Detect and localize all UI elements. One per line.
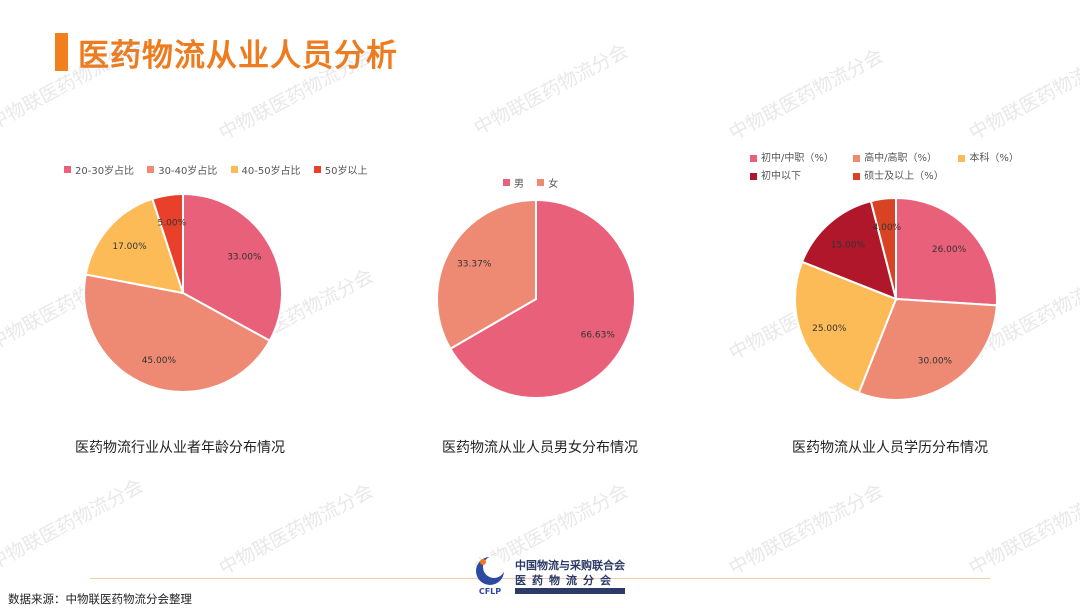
legend-item: 初中/中职（%）: [750, 150, 840, 167]
legend-label: 50岁以上: [324, 166, 368, 177]
pie-slice: [182, 192, 283, 343]
pie-slice: [83, 273, 272, 393]
legend-label: 硕士及以上（%）: [864, 171, 944, 182]
pie-slice: [857, 297, 998, 401]
watermark: 中物联医药物流分会: [965, 44, 1080, 145]
legend-label: 女: [548, 179, 559, 190]
legend-swatch: [750, 155, 757, 162]
footer-divider: [90, 578, 990, 579]
watermark: 中物联医药物流分会: [470, 39, 632, 140]
legend-label: 初中/中职（%）: [761, 153, 834, 164]
legend-swatch: [853, 155, 861, 162]
legend-item: 高中/高职（%）: [853, 150, 945, 167]
legend-item: 40-50岁占比: [230, 162, 301, 177]
pie-slice: [869, 196, 897, 300]
watermark: 中物联医药物流分会: [215, 479, 377, 580]
slice-data-label: 15.00%: [831, 240, 866, 250]
legend-label: 初中以下: [761, 171, 801, 182]
data-source-note: 数据来源：中物联医药物流分会整理: [8, 592, 192, 606]
legend-swatch: [64, 166, 71, 173]
pie-slice: [895, 196, 998, 307]
cflp-logo-icon: CFLP: [476, 556, 505, 596]
pie-slice: [84, 197, 185, 295]
pie-slice: [151, 192, 184, 294]
logo-acronym: CFLP: [479, 587, 501, 596]
legend-swatch: [958, 155, 966, 162]
pie-slice: [436, 198, 537, 351]
slice-data-label: 5.00%: [158, 219, 187, 229]
age-legend: 20-30岁占比 30-40岁占比 40-50岁占比 50岁以上: [64, 162, 384, 177]
slice-data-label: 45.00%: [142, 356, 177, 366]
legend-item: 初中以下: [750, 168, 840, 185]
legend-swatch: [503, 179, 510, 186]
legend-label: 30-40岁占比: [158, 166, 218, 177]
legend-swatch: [537, 179, 545, 186]
legend-label: 高中/高职（%）: [864, 153, 938, 164]
legend-item: 本科（%）: [958, 150, 1019, 167]
legend-label: 40-50岁占比: [241, 166, 301, 177]
slice-data-label: 26.00%: [932, 245, 967, 255]
pie-slice: [800, 199, 898, 301]
legend-item: 30-40岁占比: [147, 162, 217, 177]
legend-swatch: [147, 166, 155, 173]
org-name-line2: 医药物流分会: [515, 574, 617, 587]
slice-data-label: 33.37%: [457, 259, 492, 269]
legend-item: 女: [537, 175, 558, 190]
legend-item: 50岁以上: [313, 162, 368, 177]
age-pie-chart: 33.00% 45.00% 17.00% 5.00%: [83, 192, 283, 393]
slice-data-label: 17.00%: [112, 242, 147, 252]
pie-slice: [794, 260, 898, 395]
gender-legend: 男 女: [503, 175, 568, 190]
legend-swatch: [313, 166, 321, 173]
org-name-line1: 中国物流与采购联合会: [515, 559, 625, 572]
slice-data-label: 33.00%: [227, 253, 262, 263]
legend-swatch: [230, 166, 238, 173]
watermark: 中物联医药物流分会: [725, 44, 887, 145]
legend-label: 男: [514, 179, 524, 190]
watermark: 中物联医药物流分会: [725, 479, 887, 580]
watermark: 中物联医药物流分会: [965, 479, 1080, 580]
gender-chart-caption: 医药物流从业人员男女分布情况: [442, 440, 638, 456]
pie-slice: [449, 198, 636, 399]
org-english-name-bar: [515, 588, 625, 594]
legend-swatch: [750, 173, 757, 180]
slice-data-label: 4.00%: [873, 223, 902, 233]
legend-item: 硕士及以上（%）: [853, 168, 944, 185]
education-pie-chart: 26.00% 30.00% 25.00% 15.00% 4.00%: [794, 196, 998, 401]
page-title: 医药物流从业人员分析: [78, 38, 398, 74]
legend-item: 男: [503, 175, 524, 190]
education-legend: 初中/中职（%） 高中/高职（%） 本科（%） 初中以下 硕士及以上（%）: [750, 150, 1070, 186]
slice-data-label: 25.00%: [812, 324, 847, 334]
title-accent-bar: [55, 33, 68, 71]
education-chart-caption: 医药物流从业人员学历分布情况: [792, 440, 988, 456]
slice-data-label: 30.00%: [918, 356, 953, 366]
legend-item: 20-30岁占比: [64, 162, 134, 177]
legend-label: 本科（%）: [969, 153, 1019, 164]
slice-data-label: 66.63%: [581, 331, 616, 341]
gender-pie-chart: 66.63% 33.37%: [436, 198, 636, 399]
legend-label: 20-30岁占比: [75, 166, 135, 177]
legend-swatch: [853, 173, 861, 180]
age-chart-caption: 医药物流行业从业者年龄分布情况: [75, 440, 285, 456]
watermark: 中物联医药物流分会: [0, 474, 147, 575]
